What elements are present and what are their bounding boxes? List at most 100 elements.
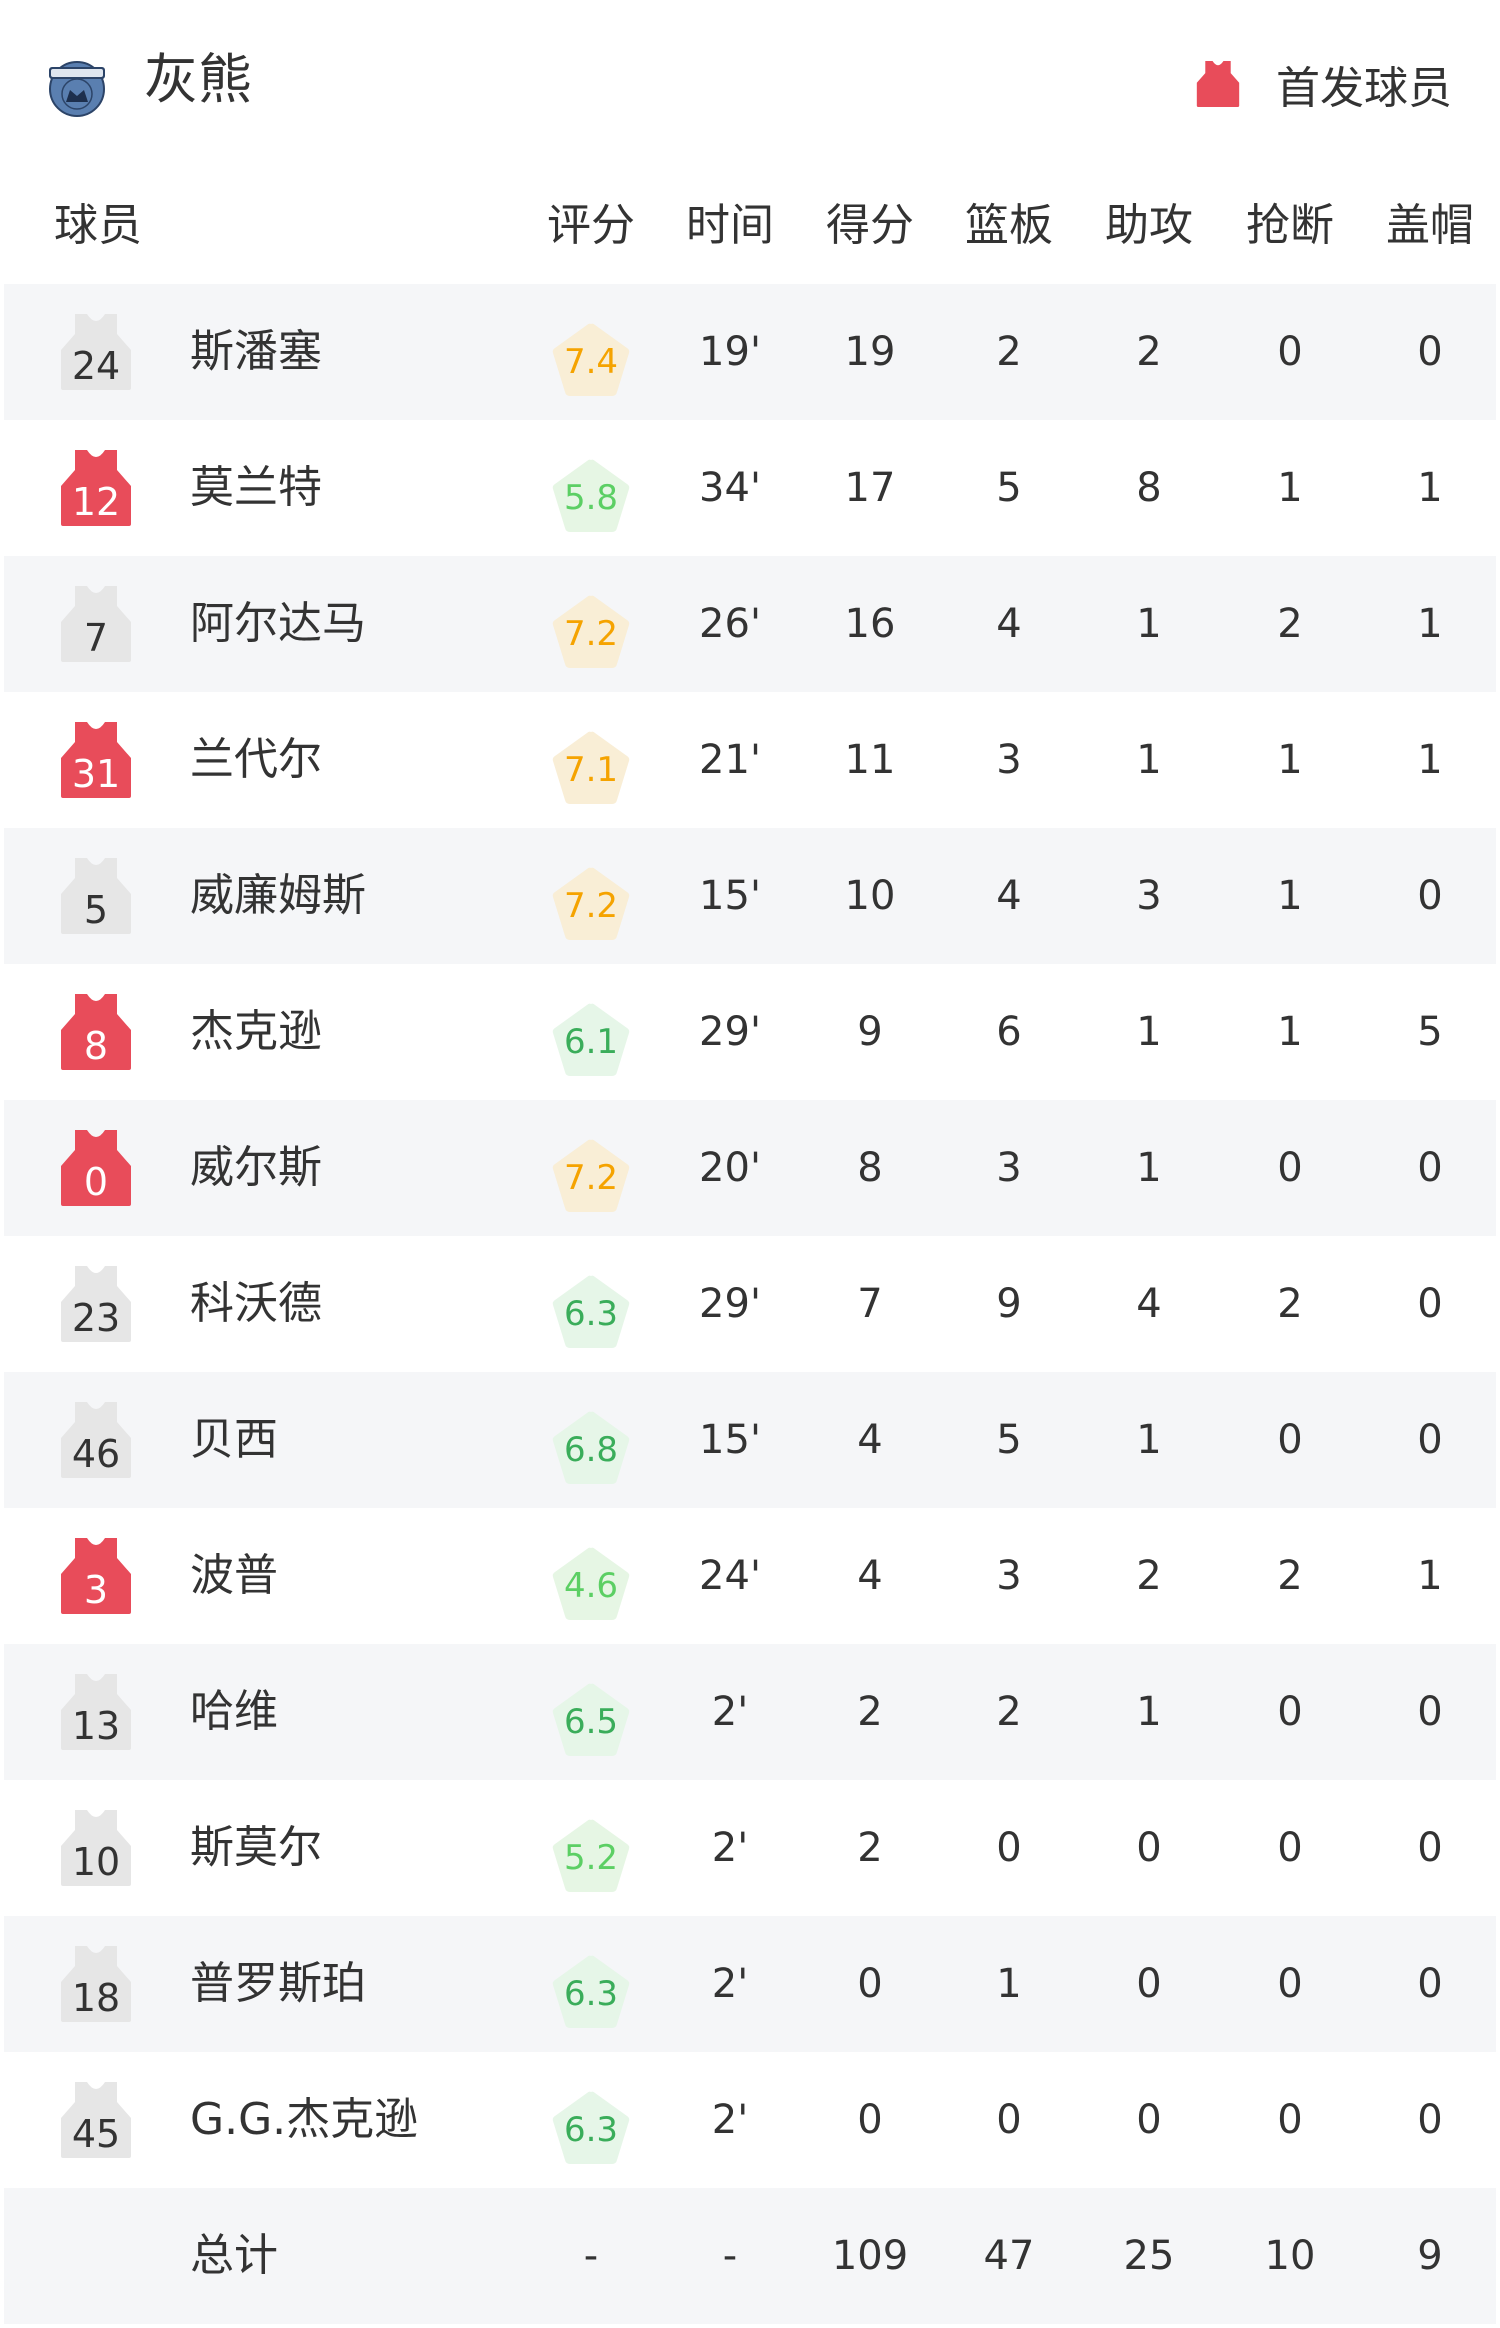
cell-time: 2' (711, 1961, 749, 2007)
team-header: 灰熊 首发球员 (0, 0, 1500, 160)
cell-rebounds: 5 (996, 1417, 1022, 1463)
table-row[interactable]: 18 普罗斯珀 6.3 2' 0 1 0 0 0 (4, 1916, 1496, 2052)
table-row[interactable]: 8 杰克逊 6.1 29' 9 6 1 1 5 (4, 964, 1496, 1100)
table-row[interactable]: 0 威尔斯 7.2 20' 8 3 1 0 0 (4, 1100, 1496, 1236)
cell-time: 29' (699, 1281, 761, 1327)
cell-assists: 1 (1136, 1145, 1162, 1191)
table-row[interactable]: 5 威廉姆斯 7.2 15' 10 4 3 1 0 (4, 828, 1496, 964)
bench-jersey-icon (61, 314, 131, 390)
cell-time: 24' (699, 1553, 761, 1599)
player-name[interactable]: 哈维 (190, 1686, 278, 1737)
jersey-number-text: 10 (71, 1840, 121, 1884)
col-steals[interactable]: 抢断 (1246, 200, 1334, 251)
bench-jersey-icon (61, 1266, 131, 1342)
cell-rebounds: 3 (996, 737, 1022, 783)
rating-value: 6.3 (563, 1974, 619, 2014)
player-name[interactable]: 威廉姆斯 (190, 870, 366, 921)
cell-rebounds: 9 (996, 1281, 1022, 1327)
jersey-number: 7 (61, 586, 131, 662)
cell-time: 26' (699, 601, 761, 647)
cell-assists: 1 (1136, 601, 1162, 647)
jersey-number-text: 0 (83, 1160, 109, 1204)
rating-value: 4.6 (563, 1566, 619, 1606)
cell-assists: 0 (1136, 2097, 1162, 2143)
pentagon-icon (552, 1683, 630, 1756)
rating-badge: 7.2 (551, 594, 631, 670)
cell-rebounds: 4 (996, 601, 1022, 647)
table-row[interactable]: 3 波普 4.6 24' 4 3 2 2 1 (4, 1508, 1496, 1644)
cell-time: - (722, 2233, 738, 2279)
col-rebounds[interactable]: 篮板 (965, 200, 1053, 251)
player-name[interactable]: G.G.杰克逊 (190, 2094, 419, 2145)
cell-assists: 1 (1136, 1009, 1162, 1055)
player-name[interactable]: 贝西 (190, 1414, 278, 1465)
player-name[interactable]: 兰代尔 (190, 734, 322, 785)
cell-points: 11 (844, 737, 896, 783)
cell-rebounds: 3 (996, 1145, 1022, 1191)
jersey-number: 45 (61, 2082, 131, 2158)
table-row[interactable]: 7 阿尔达马 7.2 26' 16 4 1 2 1 (4, 556, 1496, 692)
starter-jersey-icon (61, 1538, 131, 1614)
table-row[interactable]: 45 G.G.杰克逊 6.3 2' 0 0 0 0 0 (4, 2052, 1496, 2188)
rating-value: 7.1 (563, 750, 619, 790)
starter-jersey-icon (61, 722, 131, 798)
bench-jersey-icon (61, 1810, 131, 1886)
team-logo (49, 61, 105, 117)
cell-points: 8 (857, 1145, 883, 1191)
rating-badge: 5.2 (551, 1818, 631, 1894)
col-blocks[interactable]: 盖帽 (1386, 200, 1474, 251)
cell-assists: 4 (1136, 1281, 1162, 1327)
col-rating[interactable]: 评分 (547, 200, 635, 251)
pentagon-icon (552, 595, 630, 668)
rating-badge: 7.1 (551, 730, 631, 806)
player-name[interactable]: 莫兰特 (190, 462, 322, 513)
player-name[interactable]: 斯潘塞 (190, 326, 322, 377)
player-name[interactable]: 阿尔达马 (190, 598, 366, 649)
cell-blocks: 1 (1417, 1553, 1443, 1599)
table-row[interactable]: 46 贝西 6.8 15' 4 5 1 0 0 (4, 1372, 1496, 1508)
col-points[interactable]: 得分 (826, 200, 914, 251)
rating-badge: 6.3 (551, 2090, 631, 2166)
jersey-number: 46 (61, 1402, 131, 1478)
cell-time: 2' (711, 2097, 749, 2143)
player-name[interactable]: 威尔斯 (190, 1142, 322, 1193)
table-row[interactable]: 10 斯莫尔 5.2 2' 2 0 0 0 0 (4, 1780, 1496, 1916)
cell-assists: 1 (1136, 737, 1162, 783)
cell-steals: 1 (1277, 465, 1303, 511)
cell-steals: 0 (1277, 329, 1303, 375)
player-table: 24 斯潘塞 7.4 19' 19 2 2 0 0 12 莫兰特 5.8 34' 17 5 8 1… (4, 284, 1496, 2324)
pentagon-icon (552, 2091, 630, 2164)
pentagon-icon (552, 1003, 630, 1076)
cell-assists: 2 (1136, 329, 1162, 375)
cell-time: 29' (699, 1009, 761, 1055)
cell-rebounds: 0 (996, 1825, 1022, 1871)
table-row[interactable]: 24 斯潘塞 7.4 19' 19 2 2 0 0 (4, 284, 1496, 420)
col-time[interactable]: 时间 (686, 200, 774, 251)
table-row[interactable]: 12 莫兰特 5.8 34' 17 5 8 1 1 (4, 420, 1496, 556)
jersey-number-text: 31 (71, 752, 121, 796)
rating-badge: 6.3 (551, 1954, 631, 2030)
player-name[interactable]: 斯莫尔 (190, 1822, 322, 1873)
pentagon-icon (552, 1411, 630, 1484)
cell-steals: 0 (1277, 1145, 1303, 1191)
jersey-number: 12 (61, 450, 131, 526)
table-row[interactable]: 31 兰代尔 7.1 21' 11 3 1 1 1 (4, 692, 1496, 828)
cell-blocks: 0 (1417, 1417, 1443, 1463)
table-row[interactable]: 23 科沃德 6.3 29' 7 9 4 2 0 (4, 1236, 1496, 1372)
cell-steals: 0 (1277, 1417, 1303, 1463)
cell-rebounds: 2 (996, 1689, 1022, 1735)
player-name[interactable]: 普罗斯珀 (190, 1958, 366, 2009)
rating-badge: 6.5 (551, 1682, 631, 1758)
player-name[interactable]: 波普 (190, 1550, 278, 1601)
team-name: 灰熊 (144, 48, 252, 111)
col-player: 球员 (54, 200, 142, 251)
cell-blocks: 1 (1417, 601, 1443, 647)
col-assists[interactable]: 助攻 (1105, 200, 1193, 251)
table-row[interactable]: 13 哈维 6.5 2' 2 2 1 0 0 (4, 1644, 1496, 1780)
jersey-number: 3 (61, 1538, 131, 1614)
player-name[interactable]: 科沃德 (190, 1278, 322, 1329)
jersey-number: 13 (61, 1674, 131, 1750)
cell-blocks: 0 (1417, 873, 1443, 919)
player-name[interactable]: 杰克逊 (190, 1006, 322, 1057)
pentagon-icon (552, 1955, 630, 2028)
